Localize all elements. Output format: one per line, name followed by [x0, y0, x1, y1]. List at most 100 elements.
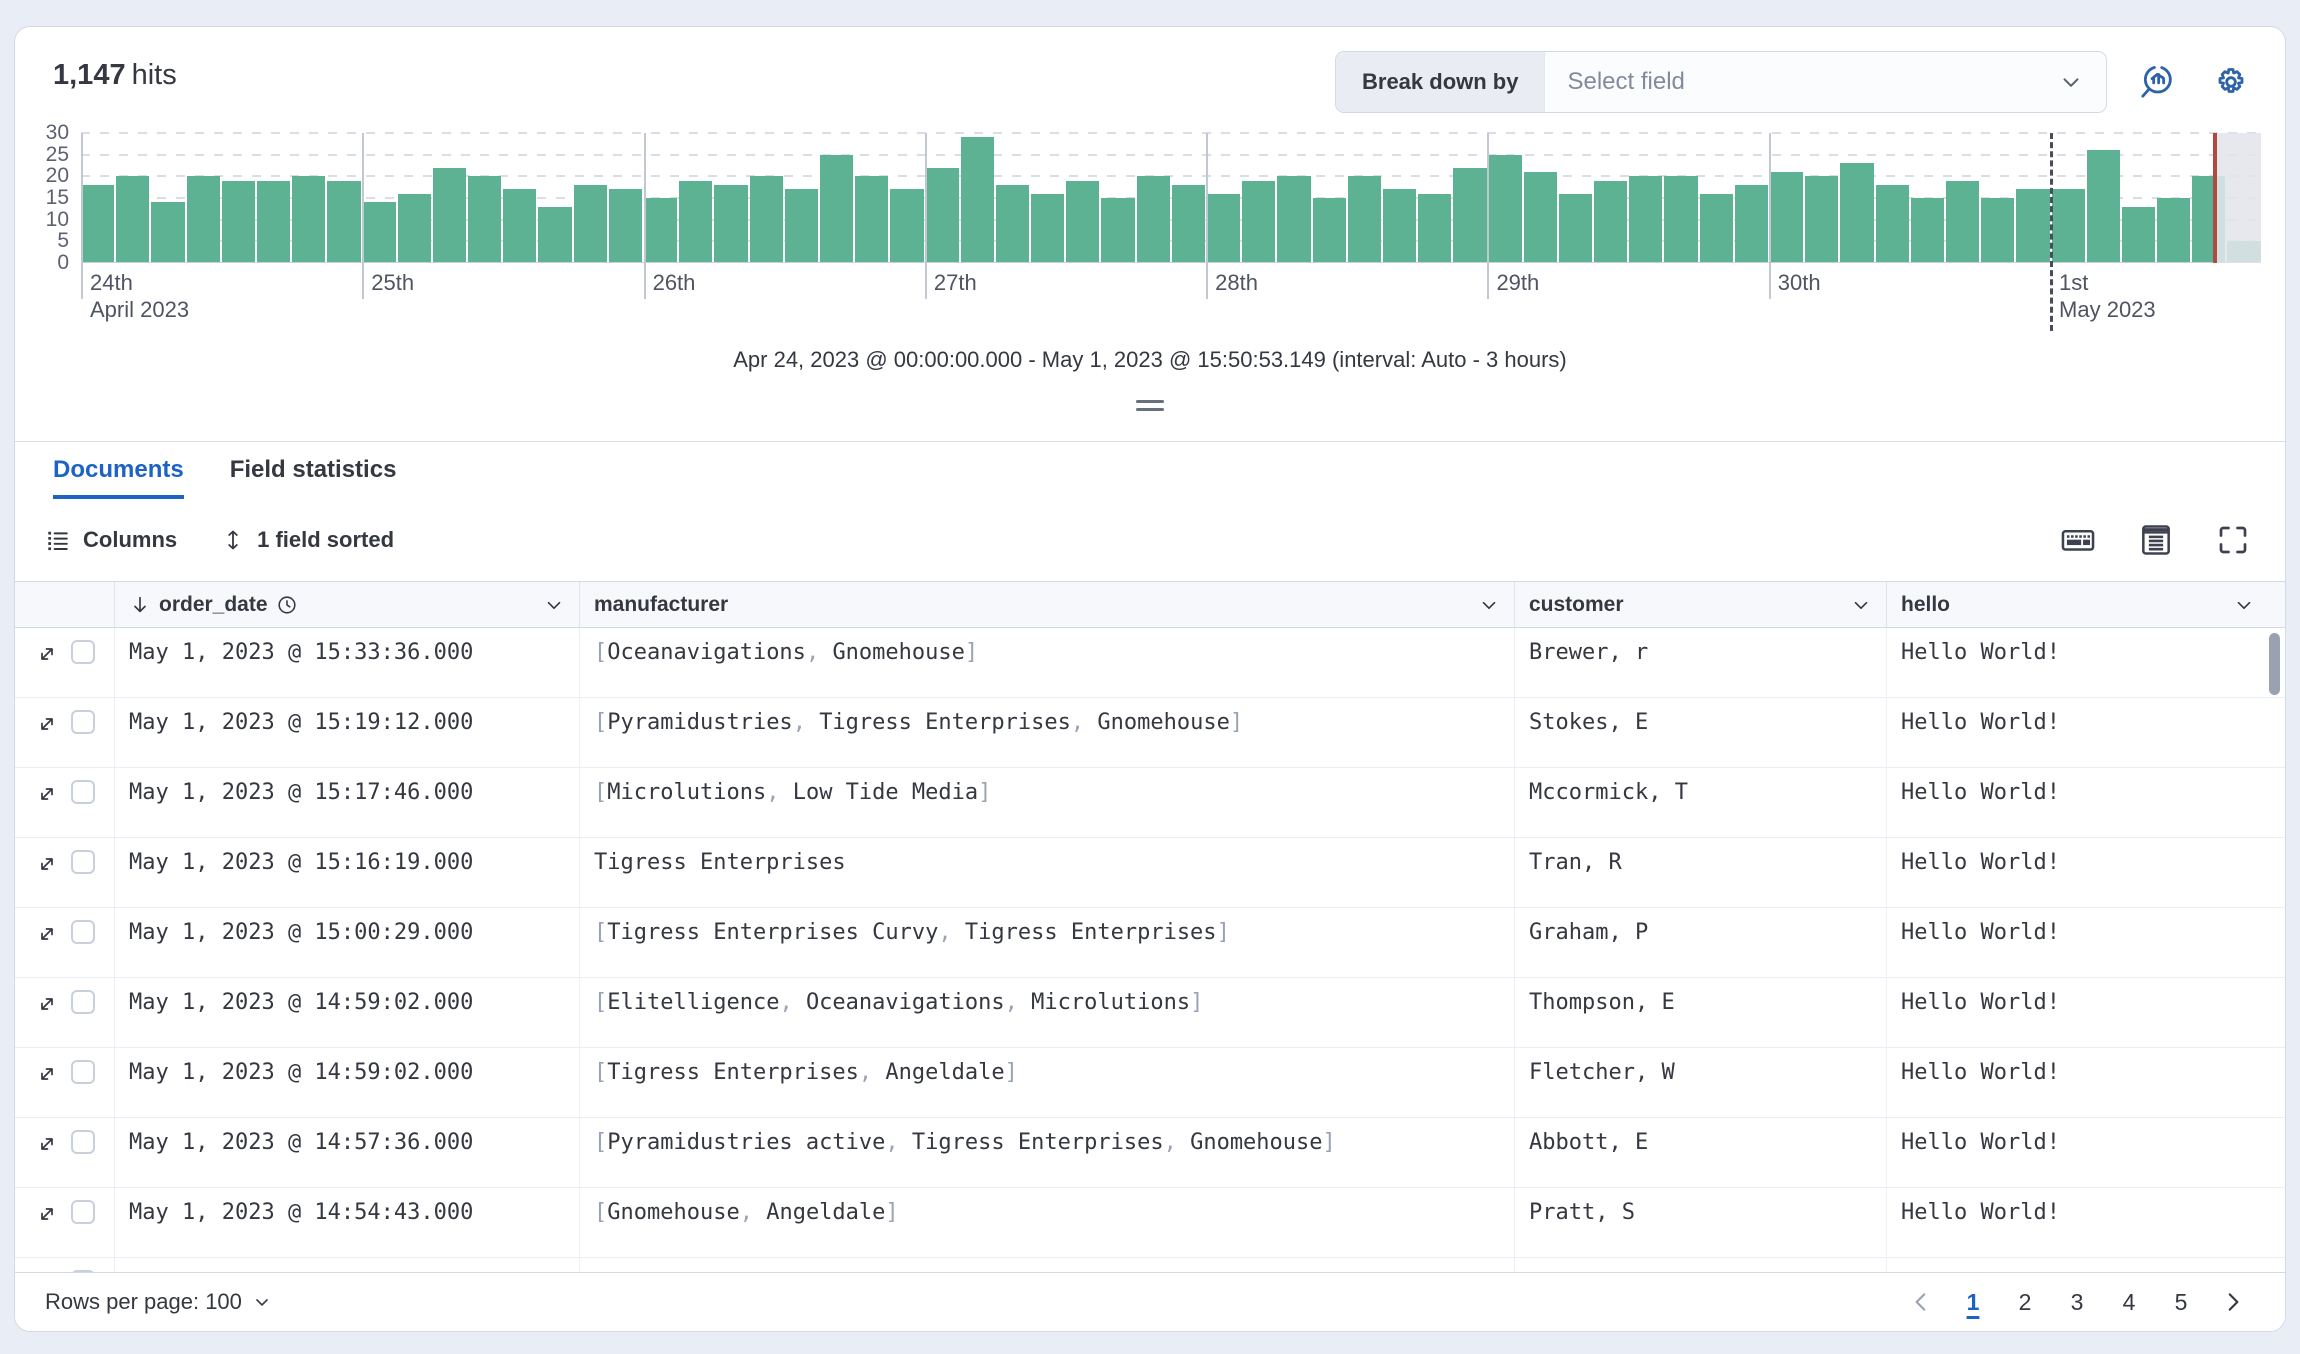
- histogram-bar[interactable]: [1382, 189, 1417, 263]
- histogram-bar[interactable]: [1031, 193, 1065, 263]
- histogram-bar[interactable]: [186, 176, 220, 263]
- histogram-bar[interactable]: [362, 202, 396, 263]
- histogram-bar[interactable]: [784, 189, 818, 263]
- page-1-button[interactable]: 1: [1947, 1285, 1999, 1320]
- row-checkbox[interactable]: [71, 710, 95, 734]
- page-5-button[interactable]: 5: [2155, 1285, 2207, 1320]
- histogram-bar[interactable]: [1840, 163, 1874, 263]
- histogram-bar[interactable]: [1207, 193, 1241, 263]
- histogram-bars[interactable]: [81, 133, 2261, 263]
- row-checkbox[interactable]: [71, 780, 95, 804]
- histogram-bar[interactable]: [1875, 185, 1909, 263]
- expand-row-button[interactable]: [35, 710, 59, 736]
- page-2-button[interactable]: 2: [1999, 1285, 2051, 1320]
- histogram-bar[interactable]: [327, 180, 361, 263]
- histogram-bar[interactable]: [1981, 198, 2015, 263]
- histogram-bar[interactable]: [749, 176, 783, 263]
- chart-inspect-button[interactable]: [2133, 58, 2181, 106]
- histogram-plot[interactable]: [81, 132, 2261, 331]
- chart-resize-handle[interactable]: [1136, 397, 1164, 417]
- histogram-bar[interactable]: [644, 198, 678, 263]
- columns-button[interactable]: Columns: [45, 527, 177, 553]
- histogram-bar[interactable]: [573, 185, 607, 263]
- histogram-bar[interactable]: [1699, 193, 1733, 263]
- expand-row-button[interactable]: [35, 990, 59, 1016]
- histogram-bar[interactable]: [1347, 176, 1381, 263]
- chevron-down-icon[interactable]: [543, 594, 565, 616]
- histogram-bar[interactable]: [1805, 176, 1839, 263]
- header-manufacturer[interactable]: manufacturer: [580, 582, 1515, 627]
- row-checkbox[interactable]: [71, 1270, 95, 1272]
- chart-options-button[interactable]: [2207, 58, 2255, 106]
- histogram-bar[interactable]: [468, 176, 502, 263]
- breakdown-field-select[interactable]: Select field: [1545, 52, 2106, 112]
- fullscreen-button[interactable]: [2211, 518, 2255, 562]
- tab-documents[interactable]: Documents: [53, 456, 184, 499]
- histogram-bar[interactable]: [1242, 180, 1276, 263]
- histogram-bar[interactable]: [1734, 185, 1768, 263]
- keyboard-shortcuts-button[interactable]: [2055, 517, 2101, 563]
- histogram-bar[interactable]: [503, 189, 537, 263]
- histogram-bar[interactable]: [1629, 176, 1663, 263]
- histogram-bar[interactable]: [397, 193, 431, 263]
- row-checkbox[interactable]: [71, 640, 95, 664]
- expand-row-button[interactable]: [35, 1270, 59, 1272]
- rows-per-page-button[interactable]: Rows per page: 100: [45, 1289, 272, 1315]
- row-checkbox[interactable]: [71, 1130, 95, 1154]
- histogram-bar[interactable]: [1910, 198, 1944, 263]
- histogram-bar[interactable]: [1312, 198, 1346, 263]
- histogram-bar[interactable]: [1488, 154, 1522, 263]
- row-checkbox[interactable]: [71, 920, 95, 944]
- histogram-bar[interactable]: [925, 167, 959, 263]
- display-density-button[interactable]: [2133, 517, 2179, 563]
- histogram-bar[interactable]: [1558, 193, 1593, 263]
- histogram-bar[interactable]: [608, 189, 642, 263]
- expand-row-button[interactable]: [35, 1130, 59, 1156]
- expand-row-button[interactable]: [35, 920, 59, 946]
- histogram-bar[interactable]: [1101, 198, 1135, 263]
- chevron-down-icon[interactable]: [2233, 594, 2255, 616]
- next-page-button[interactable]: [2207, 1289, 2259, 1315]
- histogram-bar[interactable]: [855, 176, 889, 263]
- histogram-bar[interactable]: [1171, 185, 1205, 263]
- vertical-scrollbar[interactable]: [2269, 633, 2280, 695]
- tab-field-statistics[interactable]: Field statistics: [229, 456, 397, 483]
- page-4-button[interactable]: 4: [2103, 1285, 2155, 1320]
- expand-row-button[interactable]: [35, 780, 59, 806]
- histogram-bar[interactable]: [116, 176, 150, 263]
- row-checkbox[interactable]: [71, 850, 95, 874]
- histogram-bar[interactable]: [960, 137, 994, 263]
- expand-row-button[interactable]: [35, 1060, 59, 1086]
- histogram-bar[interactable]: [256, 180, 291, 263]
- histogram-bar[interactable]: [995, 185, 1030, 263]
- header-order-date[interactable]: order_date: [115, 582, 580, 627]
- previous-page-button[interactable]: [1895, 1289, 1947, 1315]
- histogram-bar[interactable]: [2121, 206, 2156, 263]
- histogram-bar[interactable]: [1066, 180, 1100, 263]
- histogram-bar[interactable]: [1277, 176, 1311, 263]
- header-customer[interactable]: customer: [1515, 582, 1887, 627]
- header-hello[interactable]: hello: [1887, 582, 2285, 627]
- chevron-down-icon[interactable]: [1478, 594, 1500, 616]
- expand-row-button[interactable]: [35, 1200, 59, 1226]
- histogram-bar[interactable]: [679, 180, 713, 263]
- histogram-bar[interactable]: [2051, 189, 2085, 263]
- chevron-down-icon[interactable]: [1850, 594, 1872, 616]
- histogram-bar[interactable]: [1136, 176, 1170, 263]
- histogram-bar[interactable]: [1594, 180, 1628, 263]
- histogram-bar[interactable]: [432, 167, 467, 263]
- histogram-bar[interactable]: [2157, 198, 2191, 263]
- histogram-bar[interactable]: [1453, 167, 1487, 263]
- histogram-bar[interactable]: [714, 185, 748, 263]
- histogram-bar[interactable]: [2016, 189, 2050, 263]
- expand-row-button[interactable]: [35, 640, 59, 666]
- histogram-bar[interactable]: [2086, 150, 2120, 263]
- histogram-bar[interactable]: [1523, 172, 1557, 263]
- row-checkbox[interactable]: [71, 1060, 95, 1084]
- histogram-bar[interactable]: [890, 189, 924, 263]
- histogram-bar[interactable]: [292, 176, 326, 263]
- histogram-bar[interactable]: [1770, 172, 1804, 263]
- row-checkbox[interactable]: [71, 1200, 95, 1224]
- histogram-bar[interactable]: [538, 206, 572, 263]
- expand-row-button[interactable]: [35, 850, 59, 876]
